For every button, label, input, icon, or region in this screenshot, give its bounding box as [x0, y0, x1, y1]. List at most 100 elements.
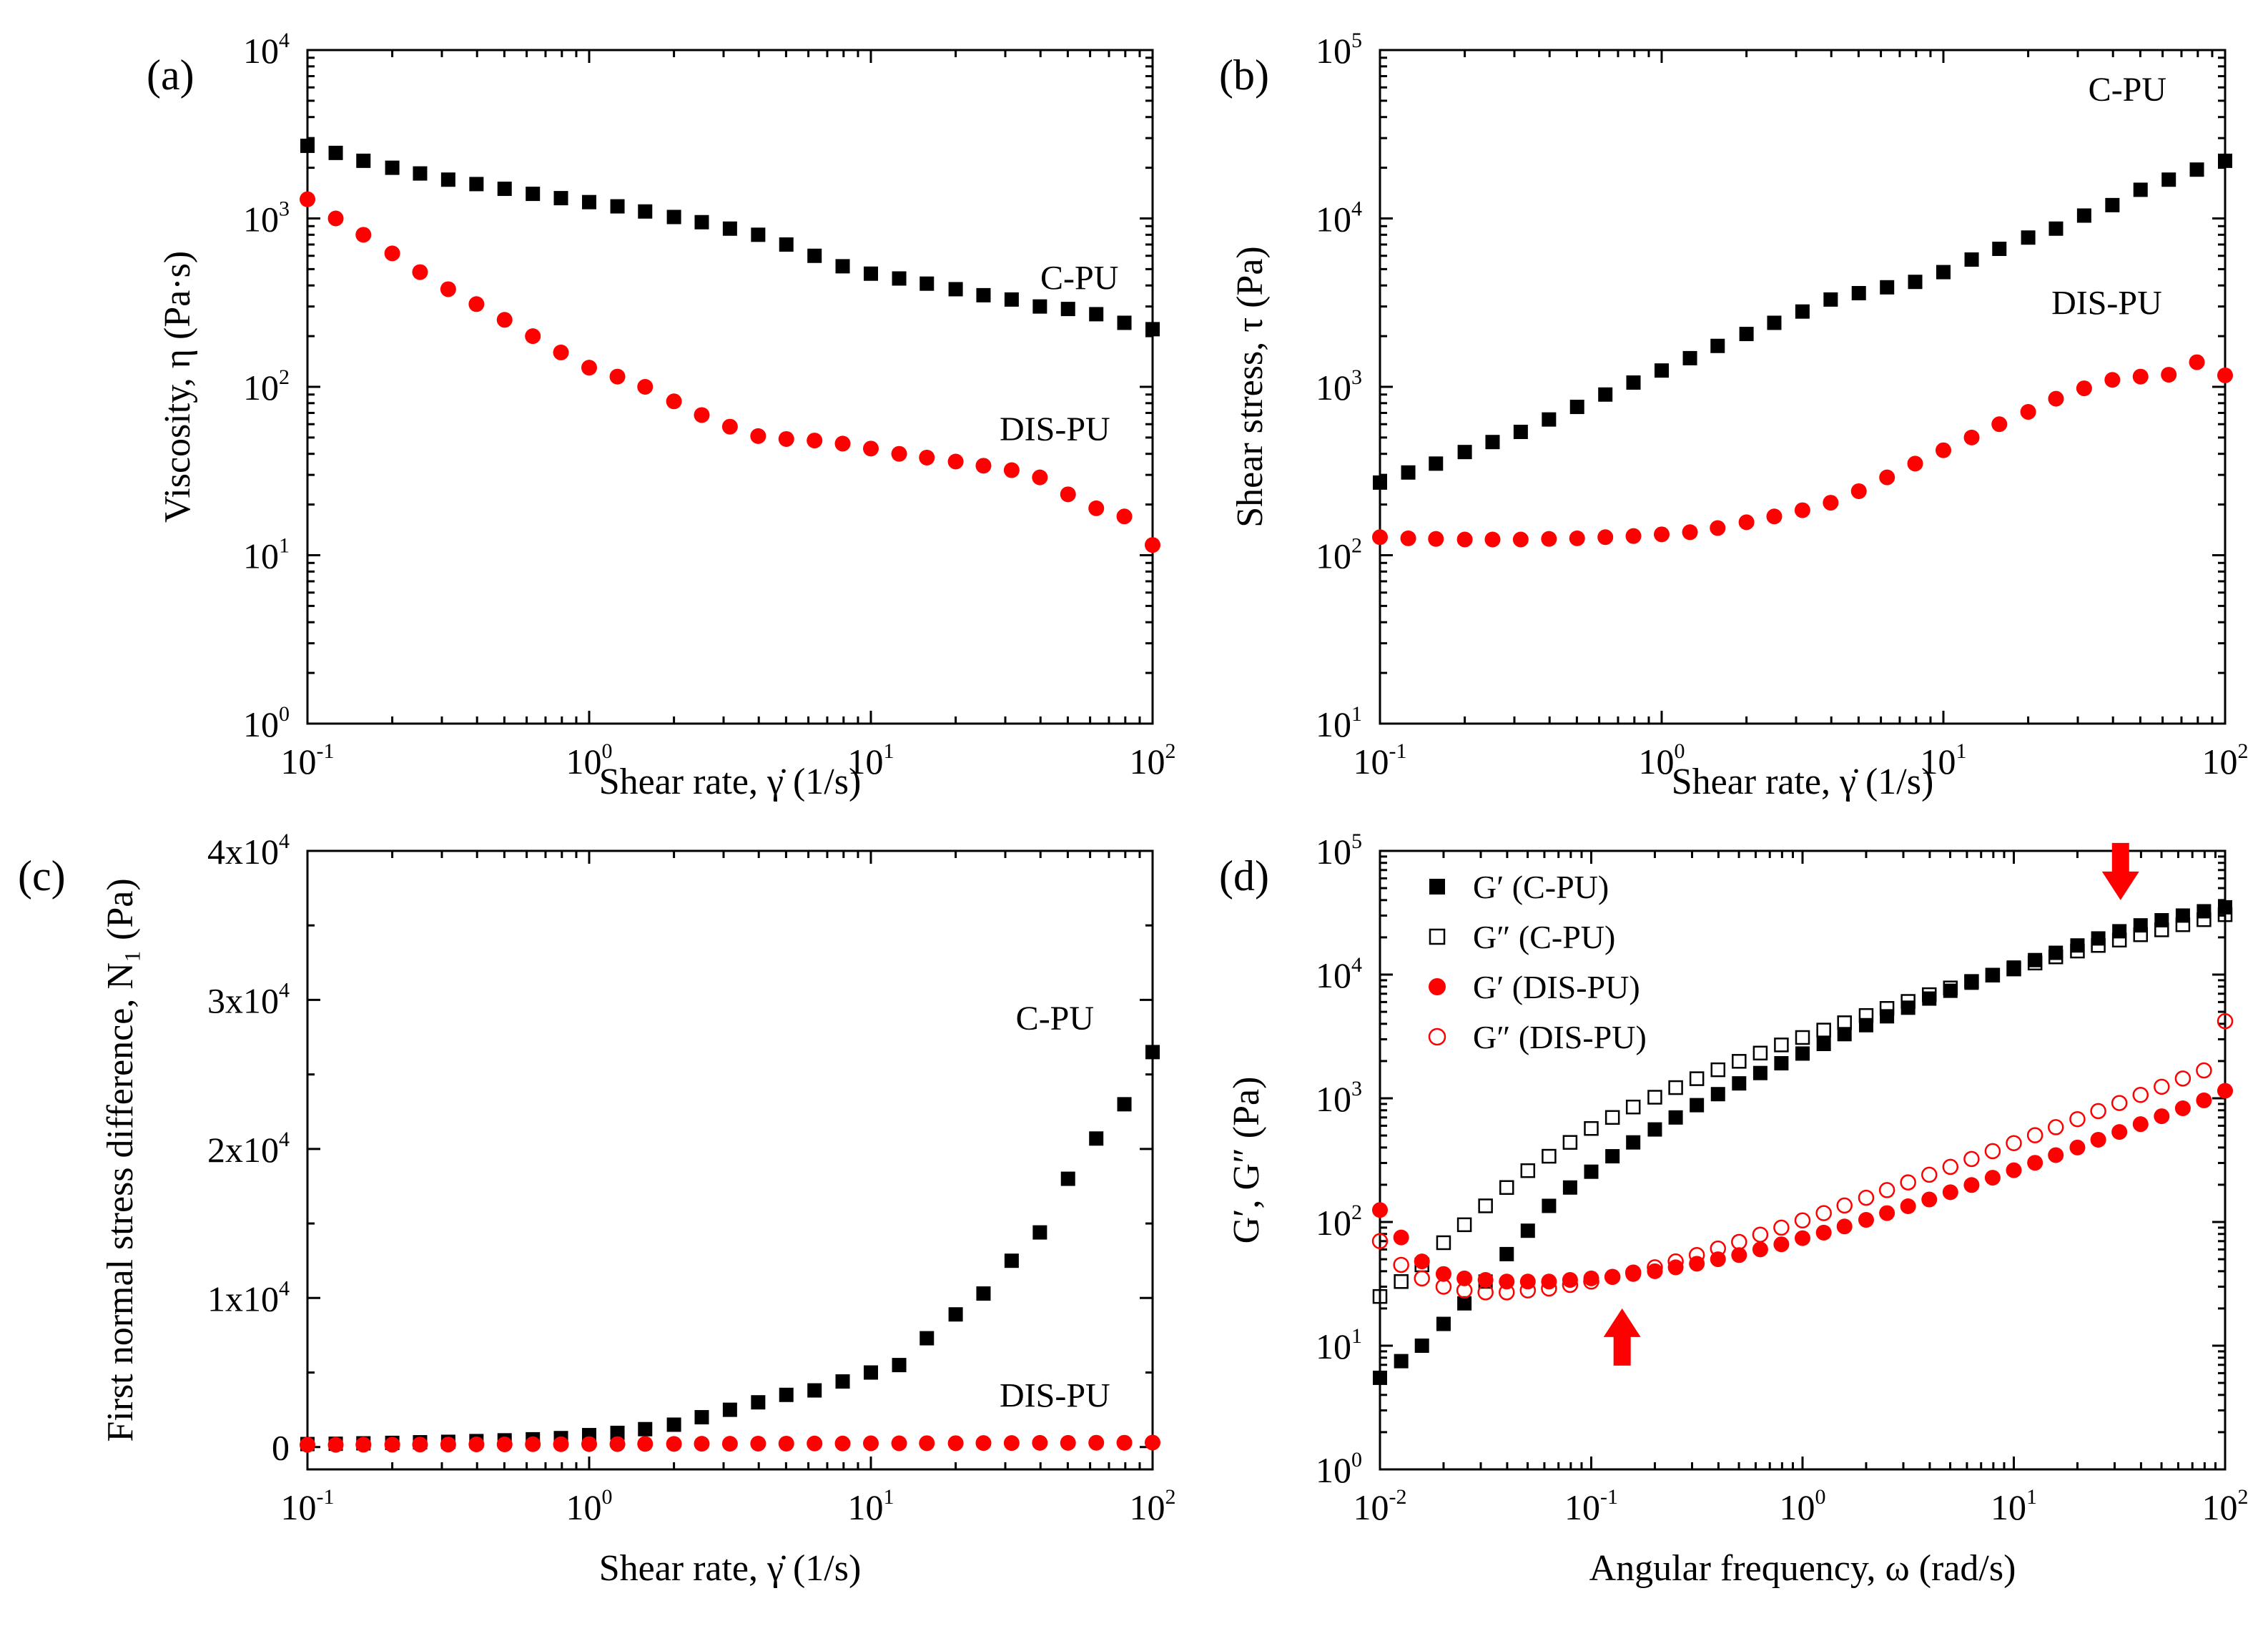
data-point: [1647, 1122, 1662, 1137]
y-tick-label: 104: [243, 29, 290, 71]
data-point: [1032, 1225, 1047, 1240]
x-axis-label: Shear rate, γ̇ (1/s): [599, 762, 862, 802]
data-point: [2196, 904, 2212, 919]
data-point: [2006, 960, 2021, 975]
data-point: [750, 1435, 766, 1452]
legend-marker: [1429, 879, 1445, 895]
data-point: [1456, 1282, 1473, 1298]
data-point: [976, 287, 991, 302]
legend-label: G′ (C-PU): [1473, 869, 1609, 905]
y-tick-label: 103: [1316, 365, 1362, 408]
data-point: [1625, 1099, 1641, 1115]
data-point: [919, 1331, 935, 1346]
data-point: [1823, 495, 1839, 511]
data-point: [694, 1436, 710, 1452]
data-point: [1963, 1150, 1980, 1168]
data-point: [1878, 1182, 1895, 1198]
data-point: [1512, 531, 1529, 548]
series-1: [1372, 907, 2233, 1304]
data-point: [2196, 912, 2212, 927]
series-annotation: C-PU: [1016, 1000, 1094, 1038]
data-point: [1499, 1180, 1514, 1196]
data-point: [1732, 1054, 1747, 1069]
data-point: [1116, 508, 1133, 525]
data-point: [1858, 1017, 1873, 1033]
data-point: [892, 1358, 907, 1373]
data-point: [1794, 1212, 1811, 1229]
data-point: [2111, 932, 2127, 948]
data-point: [1985, 967, 2000, 982]
data-point: [1879, 469, 1895, 486]
x-tick-label: 102: [2202, 739, 2249, 782]
data-point: [1964, 975, 1979, 990]
y-tick-label: 105: [1316, 29, 1362, 71]
data-point: [384, 245, 400, 262]
data-point: [2133, 918, 2148, 933]
data-point: [1682, 524, 1698, 541]
data-point: [1542, 412, 1557, 427]
data-point: [1880, 280, 1895, 295]
data-point: [807, 1383, 822, 1398]
x-tick-label: 10-1: [1564, 1485, 1618, 1527]
data-point: [1393, 1229, 1409, 1246]
data-point: [778, 1435, 794, 1452]
data-point: [722, 1402, 737, 1417]
data-point: [1837, 1027, 1852, 1042]
data-point: [497, 182, 512, 197]
data-point: [2175, 908, 2190, 923]
data-point: [1393, 1256, 1409, 1273]
data-point: [2189, 162, 2204, 177]
legend-label: G′ (DIS-PU): [1473, 969, 1640, 1005]
data-point: [610, 1425, 625, 1440]
data-point: [1435, 1266, 1451, 1282]
data-point: [1921, 1166, 1938, 1183]
data-point: [1908, 275, 1923, 290]
data-point: [1858, 1212, 1874, 1228]
data-point: [1569, 400, 1584, 415]
data-point: [1004, 1253, 1019, 1268]
data-point: [1428, 531, 1444, 547]
legend: G′ (C-PU) G″ (C-PU) G′ (DIS-PU) G″ (DIS-PU): [1428, 869, 1647, 1055]
data-point: [1499, 1246, 1514, 1261]
data-point: [2154, 1078, 2170, 1095]
data-point: [1499, 1284, 1515, 1301]
data-point: [2133, 182, 2148, 197]
data-point: [1145, 1045, 1160, 1060]
data-point: [1562, 1276, 1579, 1293]
data-point: [1562, 1135, 1578, 1150]
data-point: [1520, 1163, 1536, 1178]
y-tick-label: 102: [243, 365, 290, 408]
data-point: [1752, 1241, 1768, 1258]
legend-label: G″ (C-PU): [1473, 919, 1615, 955]
x-tick-label: 100: [566, 1485, 613, 1527]
data-point: [1400, 530, 1416, 546]
x-tick-label: 102: [1130, 1485, 1176, 1527]
series-0: [1373, 900, 2232, 1385]
data-point: [1667, 1253, 1684, 1270]
data-point: [948, 282, 963, 297]
data-point: [2217, 367, 2233, 383]
data-point: [1625, 528, 1642, 544]
data-point: [355, 227, 372, 243]
data-point: [835, 1374, 850, 1389]
data-point: [1003, 1435, 1020, 1452]
data-point: [1477, 1272, 1494, 1288]
data-point: [1710, 1240, 1727, 1257]
y-tick-label: 4x104: [207, 829, 290, 872]
data-point: [1922, 991, 1937, 1006]
data-point: [1795, 1230, 1810, 1246]
data-point: [919, 449, 935, 465]
data-point: [327, 1437, 344, 1453]
data-point: [1371, 1233, 1389, 1250]
y-tick-label: 1x104: [207, 1276, 290, 1319]
panel-label: (b): [1219, 51, 1269, 99]
data-point: [1655, 363, 1669, 378]
series-1: [1372, 354, 2233, 548]
data-point: [807, 433, 823, 449]
data-point: [1584, 1164, 1599, 1179]
data-point: [976, 1286, 991, 1301]
data-point: [1689, 1256, 1705, 1272]
data-point: [891, 445, 907, 462]
data-point: [2111, 1124, 2128, 1140]
data-point: [666, 393, 682, 410]
